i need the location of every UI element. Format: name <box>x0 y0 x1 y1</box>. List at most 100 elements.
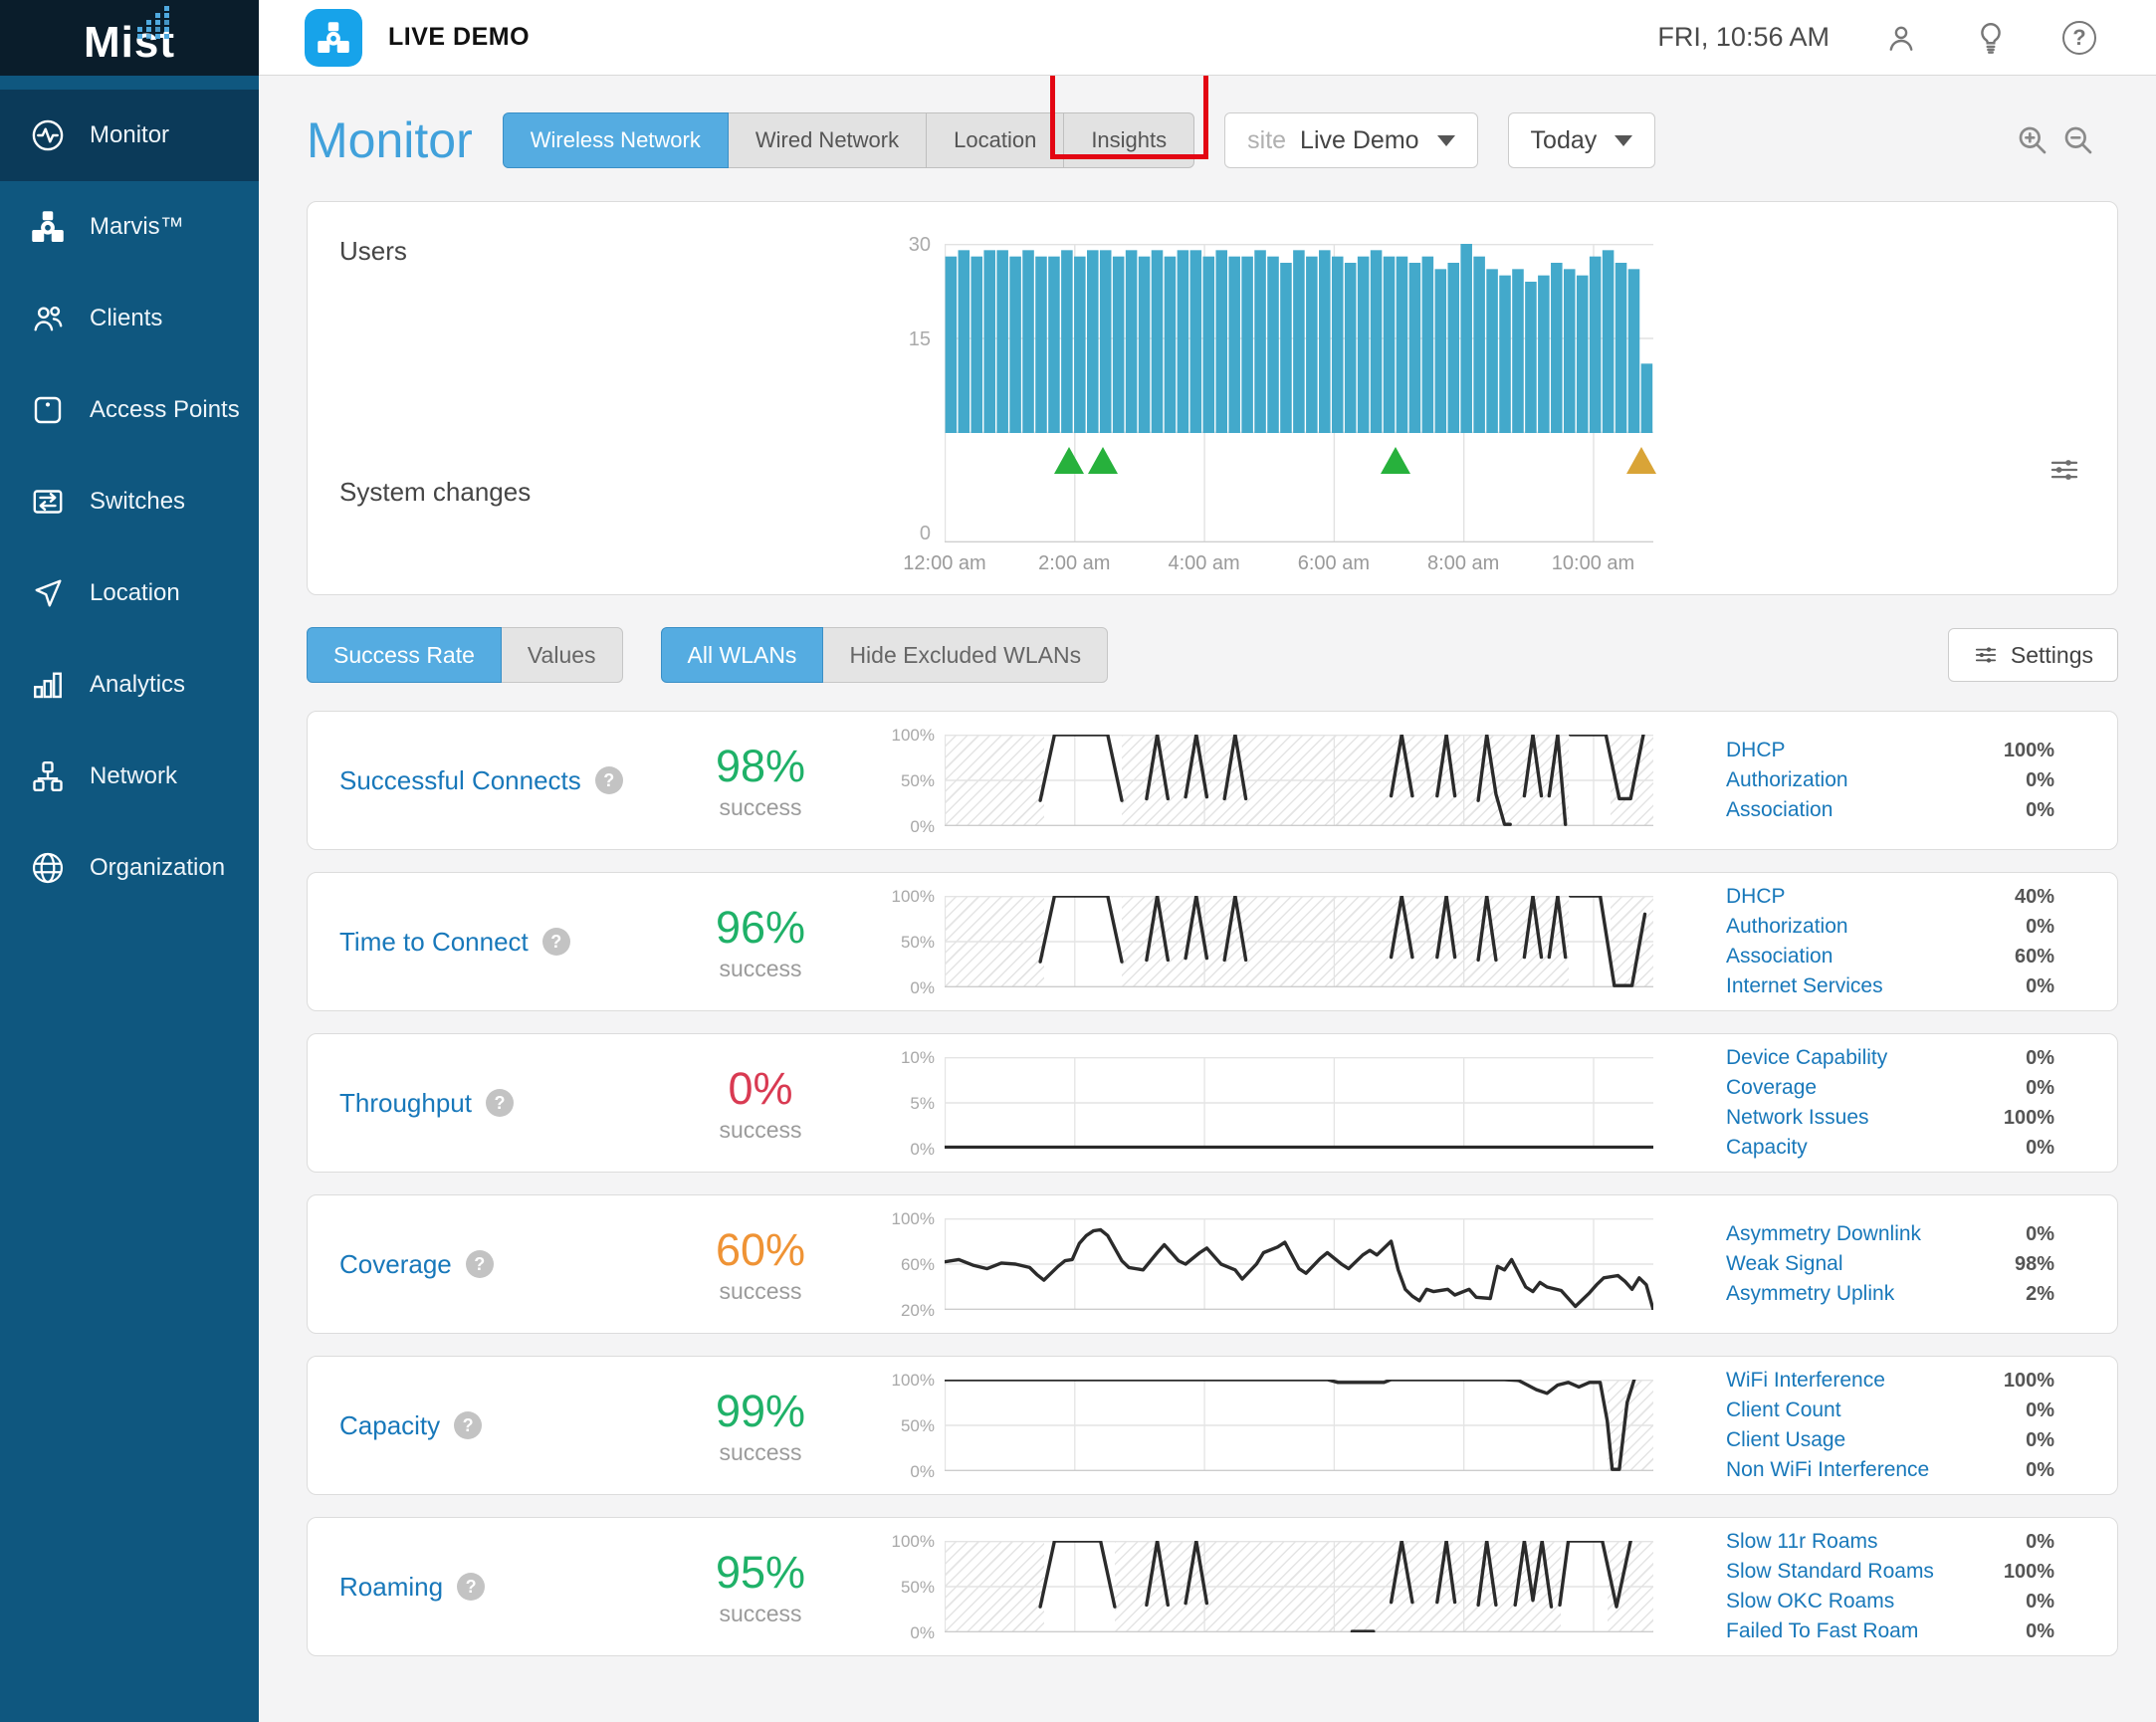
chevron-down-icon <box>1615 134 1633 146</box>
classifier-value: 0% <box>2026 1223 2054 1245</box>
metric-name-link[interactable]: Successful Connects <box>339 764 581 795</box>
network-icon <box>30 758 66 794</box>
metric-value: 60% <box>715 1223 806 1275</box>
classifier-link-dhcp[interactable]: DHCP <box>1726 739 1786 761</box>
toggle-hide-excluded-wlans[interactable]: Hide Excluded WLANs <box>822 627 1109 683</box>
time-range-value: Today <box>1530 125 1598 154</box>
account-icon[interactable] <box>1883 20 1919 56</box>
metric-help-icon[interactable]: ? <box>457 1573 486 1601</box>
tab-wired-network[interactable]: Wired Network <box>727 112 928 168</box>
classifier-link-non-wifi-interference[interactable]: Non WiFi Interference <box>1726 1458 1930 1481</box>
sidebar-item-location[interactable]: Location <box>0 547 259 639</box>
metric-name-link[interactable]: Roaming <box>339 1571 444 1602</box>
bulb-icon[interactable] <box>1973 20 2009 56</box>
org-logo-icon[interactable] <box>305 8 362 67</box>
classifier-link-asymmetry-uplink[interactable]: Asymmetry Uplink <box>1726 1282 1895 1305</box>
page-title: Monitor <box>307 112 473 168</box>
organization-icon <box>30 850 66 886</box>
classifier-link-client-usage[interactable]: Client Usage <box>1726 1428 1846 1451</box>
classifier-link-slow-okc-roams[interactable]: Slow OKC Roams <box>1726 1590 1895 1613</box>
system-change-up-marker[interactable] <box>1054 447 1085 474</box>
settings-button[interactable]: Settings <box>1947 628 2118 682</box>
classifier-link-internet-services[interactable]: Internet Services <box>1726 974 1883 997</box>
zoom-in-icon[interactable] <box>2015 122 2050 158</box>
system-change-warning-marker[interactable] <box>1625 447 1656 474</box>
mist-logo-text: Mist <box>84 18 175 67</box>
sidebar-item-network[interactable]: Network <box>0 731 259 822</box>
classifier-row: Internet Services 0% <box>1726 971 2054 1001</box>
classifier-link-association[interactable]: Association <box>1726 798 1833 821</box>
classifier-value: 0% <box>2026 975 2054 997</box>
clock: FRI, 10:56 AM <box>1657 22 1830 52</box>
classifier-link-association[interactable]: Association <box>1726 945 1833 968</box>
classifier-link-wifi-interference[interactable]: WiFi Interference <box>1726 1369 1885 1392</box>
system-change-up-marker[interactable] <box>1088 447 1119 474</box>
metric-sparkline <box>945 896 1653 987</box>
classifier-link-authorization[interactable]: Authorization <box>1726 768 1848 791</box>
classifier-link-slow-11r-roams[interactable]: Slow 11r Roams <box>1726 1530 1878 1553</box>
metric-help-icon[interactable]: ? <box>465 1250 494 1278</box>
metric-sparkline <box>945 735 1653 826</box>
toggle-all-wlans[interactable]: All WLANs <box>660 627 824 683</box>
sidebar-item-access-points[interactable]: Access Points <box>0 364 259 456</box>
classifier-link-device-capability[interactable]: Device Capability <box>1726 1046 1888 1069</box>
metric-help-icon[interactable]: ? <box>594 766 623 794</box>
classifier-value: 0% <box>2026 1429 2054 1451</box>
classifier-row: Slow 11r Roams 0% <box>1726 1527 2054 1557</box>
classifier-link-asymmetry-downlink[interactable]: Asymmetry Downlink <box>1726 1222 1922 1245</box>
metric-unit-label: success <box>719 793 802 820</box>
metric-unit-label: success <box>719 955 802 981</box>
system-changes-label: System changes <box>339 477 532 507</box>
classifier-link-slow-standard-roams[interactable]: Slow Standard Roams <box>1726 1560 1934 1583</box>
classifier-row: Asymmetry Downlink 0% <box>1726 1219 2054 1249</box>
controls-row: Success Rate Values All WLANs Hide Exclude… <box>307 627 2118 683</box>
sidebar-item-clients[interactable]: Clients <box>0 273 259 364</box>
classifier-link-dhcp[interactable]: DHCP <box>1726 885 1786 908</box>
metric-sparkline <box>945 1380 1653 1471</box>
sidebar-item-marvis[interactable]: Marvis™ <box>0 181 259 273</box>
metric-name-link[interactable]: Time to Connect <box>339 926 529 957</box>
sidebar-item-organization[interactable]: Organization <box>0 822 259 914</box>
time-range-selector[interactable]: Today <box>1507 112 1656 168</box>
classifier-list: Device Capability 0% Coverage 0% Network Iss… <box>1661 1043 2054 1163</box>
toggle-values[interactable]: Values <box>500 627 623 683</box>
sidebar-item-switches[interactable]: Switches <box>0 456 259 547</box>
classifier-link-capacity[interactable]: Capacity <box>1726 1136 1808 1159</box>
metric-help-icon[interactable]: ? <box>454 1411 483 1439</box>
site-selector-value: Live Demo <box>1300 125 1419 154</box>
metric-help-icon[interactable]: ? <box>485 1089 514 1117</box>
site-selector[interactable]: site Live Demo <box>1224 112 1478 168</box>
classifier-value: 0% <box>2026 1399 2054 1421</box>
classifier-link-coverage[interactable]: Coverage <box>1726 1076 1818 1099</box>
tab-location[interactable]: Location <box>926 112 1065 168</box>
sidebar-menu: Monitor Marvis™ Clients Access Points Sw… <box>0 90 259 914</box>
help-icon[interactable]: ? <box>2062 20 2096 55</box>
classifier-value: 100% <box>2003 1561 2054 1583</box>
metric-name-link[interactable]: Capacity <box>339 1409 441 1440</box>
users-panel: Users System changes 30 15 0 12:00 am 2:0… <box>307 201 2118 595</box>
classifier-link-authorization[interactable]: Authorization <box>1726 915 1848 938</box>
classifier-link-failed-to-fast-roam[interactable]: Failed To Fast Roam <box>1726 1619 1919 1642</box>
toggle-success-rate[interactable]: Success Rate <box>307 627 502 683</box>
tab-wireless-network[interactable]: Wireless Network <box>502 112 729 168</box>
spark-y-axis: 100% 50% 0% <box>891 887 935 997</box>
metric-card-coverage: Coverage ? 60% success 100% 60% 20% Asymme… <box>307 1194 2118 1334</box>
classifier-row: Slow Standard Roams 100% <box>1726 1557 2054 1587</box>
classifier-link-weak-signal[interactable]: Weak Signal <box>1726 1252 1843 1275</box>
system-change-up-marker[interactable] <box>1380 447 1410 474</box>
view-toggle: Success Rate Values <box>307 627 623 683</box>
tab-insights[interactable]: Insights <box>1063 112 1195 168</box>
classifier-row: Authorization 0% <box>1726 765 2054 795</box>
metric-name-link[interactable]: Coverage <box>339 1248 452 1279</box>
metric-help-icon[interactable]: ? <box>541 928 570 956</box>
classifier-link-client-count[interactable]: Client Count <box>1726 1399 1841 1421</box>
classifier-link-network-issues[interactable]: Network Issues <box>1726 1106 1869 1129</box>
sidebar-item-monitor[interactable]: Monitor <box>0 90 259 181</box>
chart-filter-icon[interactable] <box>2048 453 2081 487</box>
sidebar-item-analytics[interactable]: Analytics <box>0 639 259 731</box>
users-bar-chart <box>945 244 1653 542</box>
org-title: LIVE DEMO <box>388 23 531 51</box>
spark-y-axis: 100% 60% 20% <box>891 1209 935 1320</box>
metric-name-link[interactable]: Throughput <box>339 1087 472 1118</box>
zoom-out-icon[interactable] <box>2060 122 2096 158</box>
